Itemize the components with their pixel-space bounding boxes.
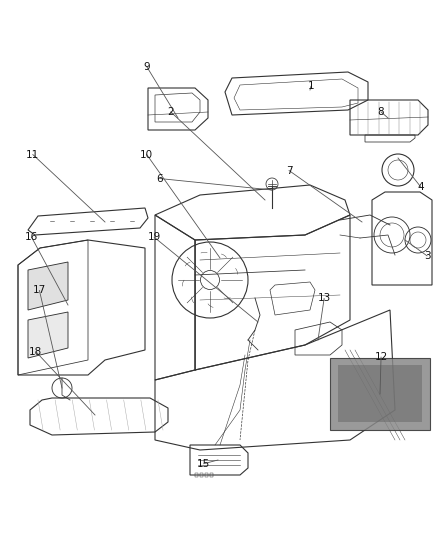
Bar [200, 473, 203, 477]
Text: 11: 11 [26, 150, 39, 159]
Bar [205, 473, 208, 477]
Text: 6: 6 [156, 174, 163, 183]
Polygon shape [28, 262, 68, 310]
Text: 9: 9 [143, 62, 150, 71]
Polygon shape [28, 312, 68, 358]
Text: 2: 2 [167, 107, 174, 117]
Text: 13: 13 [318, 294, 331, 303]
Text: 12: 12 [374, 352, 388, 362]
Text: 18: 18 [29, 347, 42, 357]
Text: 15: 15 [197, 459, 210, 469]
Text: 1: 1 [307, 82, 314, 91]
Text: 17: 17 [33, 286, 46, 295]
Text: 4: 4 [417, 182, 424, 191]
Bar [195, 473, 198, 477]
Polygon shape [330, 358, 430, 430]
Text: 3: 3 [424, 251, 431, 261]
Text: 8: 8 [378, 107, 385, 117]
Text: 7: 7 [286, 166, 293, 175]
Bar [210, 473, 213, 477]
Text: 19: 19 [148, 232, 161, 242]
Polygon shape [338, 365, 422, 422]
Text: 10: 10 [140, 150, 153, 159]
Text: 16: 16 [25, 232, 38, 242]
